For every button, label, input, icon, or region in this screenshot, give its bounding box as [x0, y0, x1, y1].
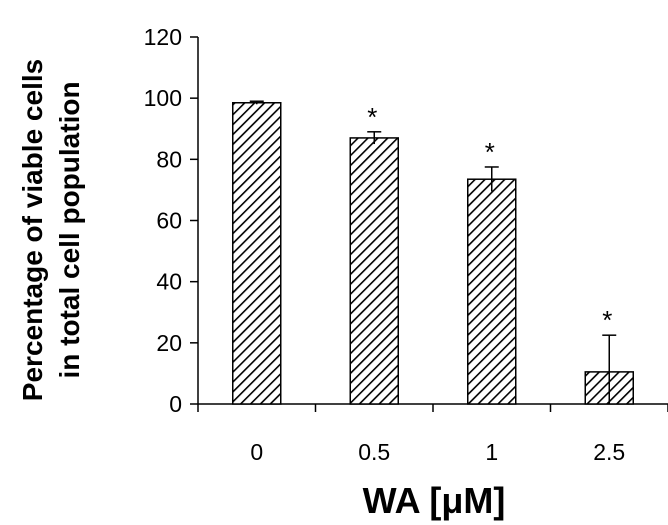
- y-tick-label: 20: [156, 330, 182, 356]
- plot-area: 0 20 40 60 80 100 120 0 * 0.5 * 1 * 2.5: [144, 24, 668, 465]
- x-tick-label-0: 0: [250, 439, 263, 465]
- bar-1: [467, 178, 517, 405]
- x-tick-label-2.5: 2.5: [593, 439, 625, 465]
- x-tick-label-1: 1: [485, 439, 498, 465]
- bar-0: [232, 102, 282, 405]
- y-tick-label: 120: [144, 24, 182, 50]
- significance-mark-0.5: *: [367, 102, 377, 132]
- x-axis-title: WA [μM]: [363, 480, 506, 521]
- significance-mark-2.5: *: [602, 305, 612, 335]
- significance-mark-1: *: [485, 137, 495, 167]
- y-axis-title-line-2: in total cell population: [54, 81, 85, 378]
- x-tick-label-0.5: 0.5: [358, 439, 390, 465]
- y-axis-title-line-1: Percentage of viable cells: [17, 59, 48, 401]
- y-tick-label: 80: [156, 146, 182, 172]
- y-tick-label: 100: [144, 85, 182, 111]
- y-tick-label: 60: [156, 208, 182, 234]
- y-tick-label: 0: [169, 391, 182, 417]
- y-tick-label: 40: [156, 269, 182, 295]
- bar-0.5: [349, 137, 399, 405]
